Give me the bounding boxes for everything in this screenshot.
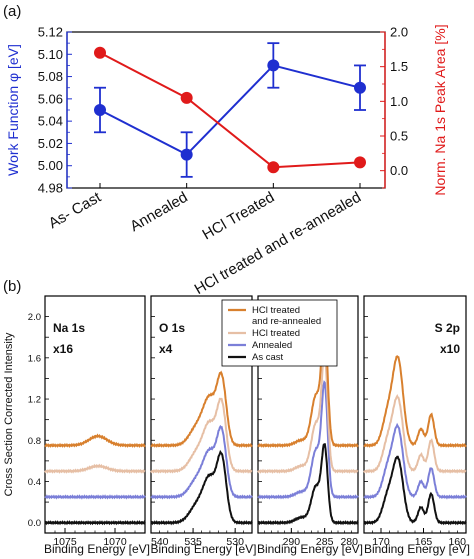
- subpanel-title: Na 1s: [53, 321, 85, 335]
- panel-b-label: (b): [3, 278, 21, 295]
- category-label: HCl Treated: [200, 189, 278, 244]
- legend-label: HCl treated: [252, 328, 300, 339]
- b-x-tick-label: 165: [415, 536, 433, 548]
- left-tick-label: 5.10: [38, 47, 63, 62]
- data-point-left: [267, 59, 280, 72]
- b-x-axis-title: Binding Energy [eV]: [257, 542, 363, 556]
- b-x-axis-title: Binding Energy [eV]: [364, 542, 470, 556]
- legend-label: As cast: [252, 352, 284, 363]
- subpanel-scale: x4: [159, 342, 173, 356]
- right-tick-label: 1.5: [390, 59, 408, 74]
- spectrum-line: [150, 449, 253, 526]
- data-point-right: [354, 156, 366, 169]
- right-axis-title: Norm. Na 1s Peak Area [%]: [432, 24, 448, 195]
- right-tick-label: 2.0: [390, 25, 408, 40]
- data-point-right: [180, 91, 193, 104]
- b-y-axis-title: Cross Section Corrected Intensity: [3, 332, 15, 496]
- b-x-tick-label: 170: [372, 536, 390, 548]
- spectrum-line: [257, 443, 359, 526]
- spectrum-line: [257, 321, 359, 449]
- data-point-left: [180, 148, 193, 161]
- left-axis-title: Work Function φ [eV]: [5, 44, 21, 176]
- series-line-left: [99, 64, 361, 156]
- b-x-tick-label: 1070: [103, 536, 127, 548]
- panel-b: (b) Cross Section Corrected Intensity 0.0 0…: [3, 278, 470, 556]
- category-label: HCl treated and re-annealed: [192, 189, 364, 298]
- b-y-tick-label: 2.0: [28, 312, 41, 323]
- b-x-tick-label: 290: [283, 536, 301, 548]
- spectrum-line: [363, 455, 467, 526]
- spectrum-line: [150, 424, 253, 500]
- b-x-tick-label: 540: [151, 536, 169, 548]
- left-tick-label: 5.02: [38, 136, 63, 151]
- spectrum-line: [363, 355, 467, 448]
- right-tick-label: 0.5: [390, 129, 408, 144]
- spectrum-line: [363, 422, 467, 500]
- b-y-tick-label: 1.2: [28, 395, 41, 406]
- spectrum-line: [44, 494, 146, 500]
- subpanel-frame: [257, 295, 359, 534]
- left-tick-label: 5.04: [38, 114, 63, 129]
- subpanel-title: O 1s: [159, 321, 185, 335]
- left-tick-label: 5.08: [38, 69, 63, 84]
- data-point-right: [267, 161, 280, 174]
- b-y-tick-label: 0.4: [28, 477, 41, 488]
- b-x-tick-label: 1075: [53, 536, 77, 548]
- b-x-tick-label: 160: [448, 536, 466, 548]
- panel-a: (a) 4.98 5.00 5.02 5.04 5.06 5.08 5.10 5.12 0.0 0.…: [3, 3, 448, 298]
- spectrum-line: [44, 463, 146, 474]
- data-point-left: [94, 104, 106, 116]
- b-x-tick-label: 530: [226, 536, 244, 548]
- legend-label: HCl treated: [252, 305, 300, 316]
- b-x-axis-title: Binding Energy [eV]: [44, 542, 150, 556]
- right-tick-label: 1.0: [390, 94, 408, 109]
- b-x-tick-label: 535: [184, 536, 202, 548]
- b-y-tick-label: 1.6: [28, 353, 41, 364]
- legend-label-line2: and re-annealed: [252, 316, 321, 327]
- data-point-right: [94, 46, 106, 59]
- b-y-tick-label: 0.8: [28, 436, 41, 447]
- category-label: Annealed: [127, 189, 190, 235]
- legend-label: Annealed: [252, 340, 292, 351]
- b-x-tick-label: 280: [340, 536, 358, 548]
- spectrum-line: [257, 349, 359, 474]
- left-tick-label: 5.00: [38, 158, 63, 173]
- subpanel-scale: x10: [440, 342, 460, 356]
- panel-a-label: (a): [3, 3, 21, 20]
- b-y-tick-label: 0.0: [28, 518, 41, 529]
- left-tick-label: 5.12: [38, 25, 63, 40]
- b-x-tick-label: 285: [316, 536, 334, 548]
- subpanel-scale: x16: [53, 342, 73, 356]
- spectrum-line: [150, 370, 253, 448]
- data-point-left: [354, 81, 366, 94]
- left-tick-label: 4.98: [38, 181, 63, 196]
- left-tick-label: 5.06: [38, 91, 63, 106]
- spectrum-line: [363, 394, 467, 474]
- spectrum-line: [150, 397, 253, 474]
- right-tick-label: 0.0: [390, 163, 408, 178]
- b-x-axis-title: Binding Energy [eV]: [150, 542, 256, 556]
- spectrum-line: [44, 433, 146, 449]
- subpanel-title: S 2p: [435, 321, 460, 335]
- series-line-right: [99, 51, 361, 169]
- spectrum-line: [257, 380, 359, 500]
- spectrum-line: [44, 520, 146, 526]
